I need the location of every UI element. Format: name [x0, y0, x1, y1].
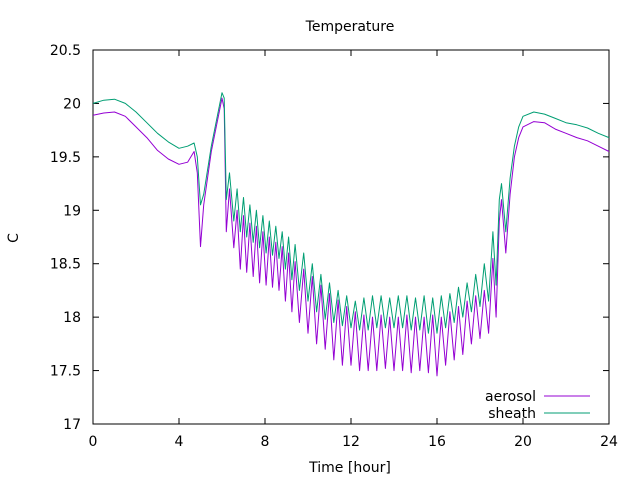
x-tick-label: 12 — [342, 434, 360, 450]
x-tick-label: 0 — [89, 434, 98, 450]
plot-frame — [92, 49, 610, 425]
y-tick-label: 17 — [63, 417, 81, 433]
series-line-aerosol — [92, 97, 610, 377]
legend-label-aerosol: aerosol — [485, 389, 536, 405]
chart-title: Temperature — [305, 19, 395, 35]
y-tick-label: 18.5 — [50, 257, 81, 273]
x-axis-label: Time [hour] — [308, 460, 391, 476]
y-tick-label: 20 — [63, 96, 81, 112]
y-tick-label: 18 — [63, 310, 81, 326]
x-tick-label: 8 — [261, 434, 270, 450]
axis-tick-labels: 0 4 8 12 16 20 24 17 17.5 18 18.5 19 19.5 20 20.5 — [50, 43, 618, 450]
y-tick-label: 19 — [63, 203, 81, 219]
legend-label-sheath: sheath — [488, 406, 536, 422]
y-tick-label: 20.5 — [50, 43, 81, 59]
y-tick-label: 19.5 — [50, 150, 81, 166]
axis-ticks — [92, 49, 610, 425]
x-tick-label: 16 — [428, 434, 446, 450]
y-tick-label: 17.5 — [50, 364, 81, 380]
y-axis-label: C — [6, 233, 22, 243]
x-tick-label: 24 — [600, 434, 618, 450]
series-line-sheath — [92, 92, 610, 334]
data-lines — [92, 92, 610, 377]
x-tick-label: 20 — [514, 434, 532, 450]
x-tick-label: 4 — [175, 434, 184, 450]
